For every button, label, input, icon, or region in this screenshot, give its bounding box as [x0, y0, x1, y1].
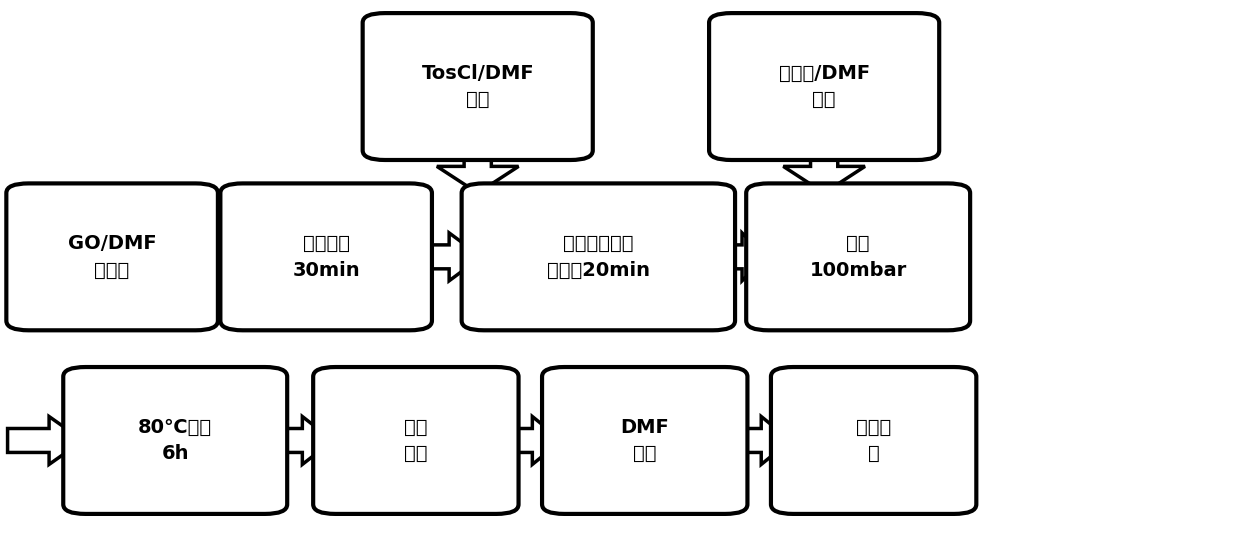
Polygon shape — [409, 233, 481, 281]
Polygon shape — [7, 417, 83, 464]
FancyBboxPatch shape — [6, 184, 218, 330]
FancyBboxPatch shape — [221, 184, 432, 330]
Polygon shape — [725, 417, 791, 464]
Text: 超声搅拌
30min: 超声搅拌 30min — [293, 234, 360, 280]
FancyBboxPatch shape — [746, 184, 970, 330]
FancyBboxPatch shape — [362, 13, 593, 160]
Polygon shape — [436, 150, 518, 193]
Polygon shape — [496, 417, 562, 464]
Text: TosCl/DMF
溶液: TosCl/DMF 溶液 — [422, 64, 534, 109]
FancyBboxPatch shape — [771, 367, 976, 514]
Text: 连接双排管，
通氮气20min: 连接双排管， 通氮气20min — [547, 234, 650, 280]
Text: 减压
100mbar: 减压 100mbar — [810, 234, 906, 280]
Text: DMF
洗涤: DMF 洗涤 — [620, 418, 670, 463]
Text: 80℃回流
6h: 80℃回流 6h — [138, 418, 212, 463]
Text: 真空干
燥: 真空干 燥 — [856, 418, 892, 463]
FancyBboxPatch shape — [542, 367, 748, 514]
Text: 降温
抽滤: 降温 抽滤 — [404, 418, 428, 463]
FancyBboxPatch shape — [709, 13, 939, 160]
Polygon shape — [784, 150, 866, 193]
FancyBboxPatch shape — [63, 367, 288, 514]
Polygon shape — [265, 417, 334, 464]
FancyBboxPatch shape — [461, 184, 735, 330]
Text: GO/DMF
分散液: GO/DMF 分散液 — [68, 234, 156, 280]
Polygon shape — [713, 233, 766, 281]
Text: 三乙胺/DMF
溶液: 三乙胺/DMF 溶液 — [779, 64, 869, 109]
FancyBboxPatch shape — [314, 367, 518, 514]
Polygon shape — [196, 233, 241, 281]
